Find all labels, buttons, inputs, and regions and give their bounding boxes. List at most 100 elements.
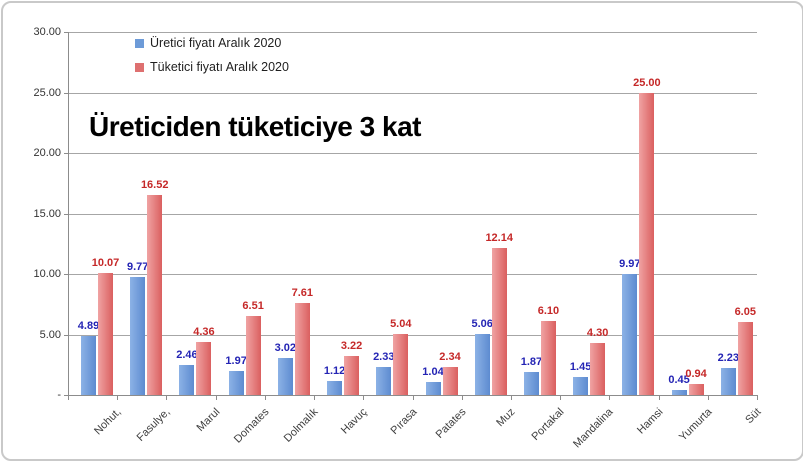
x-axis-tick: [707, 395, 709, 400]
bar-üretici-nohut: [81, 335, 96, 395]
x-axis-tick: [412, 395, 414, 400]
gridline-5: [68, 334, 757, 336]
chart-title: Üreticiden tüketiciye 3 kat: [89, 111, 421, 142]
x-axis-label-nohut: Nohut,: [92, 406, 124, 438]
y-axis-label-0: -: [57, 389, 61, 401]
bar-chart: Üreticiden tüketiciye 3 kat Üretici fiya…: [3, 3, 802, 459]
bar-tüketici-patates: [442, 366, 458, 395]
bar-üretici-domates: [228, 371, 244, 395]
x-axis-tick: [609, 395, 611, 400]
bar-value-label: 2.23: [717, 352, 739, 365]
bar-value-label: 6.05: [734, 305, 756, 318]
bar-value-label: 9.97: [619, 258, 641, 271]
bar-üretici-mandalina: [573, 377, 589, 395]
bar-tüketici-süt: [737, 321, 753, 395]
x-axis-tick: [461, 395, 463, 400]
y-axis-tick-20: [64, 153, 68, 154]
bar-value-label: 1.97: [225, 355, 247, 368]
bar-value-label: 1.12: [323, 365, 346, 378]
x-axis-tick: [560, 395, 562, 400]
bar-value-label: 5.04: [390, 318, 412, 331]
bar-value-label: 10.07: [91, 257, 120, 270]
bar-value-label: 4.30: [586, 326, 609, 339]
x-axis-tick: [166, 395, 168, 400]
bar-value-label: 2.34: [439, 350, 461, 363]
legend-label-consumer: Tüketici fiyatı Aralık 2020: [150, 60, 289, 74]
gridline-30: [68, 32, 757, 33]
y-axis-label-10: 10.00: [33, 268, 61, 280]
x-axis-tick: [117, 395, 119, 400]
bar-tüketici-nohut: [98, 273, 113, 395]
bar-tüketici-havuç: [344, 356, 360, 395]
bar-üretici-süt: [720, 368, 736, 395]
x-axis-tick: [363, 395, 365, 400]
x-axis-label-patates: Patates: [433, 406, 469, 441]
x-axis-label-marul: Marul: [194, 406, 223, 434]
bar-value-label: 1.45: [569, 361, 592, 374]
y-axis-tick-0: [64, 395, 68, 396]
bar-üretici-yumurta: [671, 389, 687, 395]
bar-value-label: 4.89: [77, 319, 100, 332]
y-axis-label-25: 25.00: [33, 86, 61, 99]
bar-tüketici-portakal: [540, 321, 556, 395]
x-axis-tick: [215, 395, 217, 400]
bar-value-label: 6.51: [242, 300, 264, 313]
x-axis-label-havuç: Havuç: [339, 406, 370, 437]
bar-value-label: 0.94: [685, 367, 707, 380]
bar-tüketici-mandalina: [590, 342, 606, 395]
y-axis-tick-15: [64, 213, 68, 215]
bar-üretici-marul: [179, 365, 195, 395]
bar-value-label: 16.52: [140, 179, 169, 192]
x-axis-label-muz: Muz: [494, 406, 518, 430]
y-axis-tick-5: [64, 334, 68, 336]
y-axis-label-20: 20.00: [33, 147, 61, 159]
x-axis-tick: [658, 395, 660, 400]
bar-value-label: 12.14: [485, 232, 513, 245]
gridline-20: [68, 153, 757, 154]
y-axis-tick-30: [64, 32, 68, 33]
x-axis-tick: [314, 395, 316, 400]
bar-value-label: 1.87: [520, 356, 543, 369]
x-axis-tick: [264, 395, 266, 400]
x-axis-label-mandalina: Mandalina: [571, 406, 616, 451]
bar-value-label: 0.45: [668, 373, 690, 386]
gridline-25: [68, 92, 757, 94]
legend: Üretici fiyatı Aralık 2020 Tüketici fiya…: [135, 34, 289, 82]
legend-swatch-consumer: [135, 62, 144, 72]
x-axis-label-portakal: Portakal: [529, 406, 567, 444]
x-axis-label-fasulye: Fasulye,: [135, 406, 173, 444]
bar-üretici-dolmalık: [277, 358, 293, 395]
y-axis-tick-10: [64, 274, 68, 275]
bar-tüketici-domates: [245, 316, 261, 395]
gridline-15: [68, 213, 757, 215]
bar-tüketici-pırasa: [393, 334, 409, 395]
bar-value-label: 7.61: [291, 286, 314, 299]
bar-üretici-fasulye: [130, 276, 146, 395]
x-axis-label-dolmalık: Dolmalık: [281, 406, 321, 445]
x-axis-tick: [510, 395, 512, 400]
bar-tüketici-dolmalık: [294, 302, 310, 395]
bar-tüketici-muz: [491, 248, 507, 395]
bar-value-label: 2.46: [176, 349, 198, 362]
x-axis-tick: [757, 395, 758, 400]
bar-tüketici-hamsi: [639, 92, 655, 395]
bar-value-label: 9.77: [126, 260, 149, 273]
x-axis-label-pırasa: Pırasa: [388, 406, 419, 437]
x-axis-label-domates: Domates: [231, 406, 272, 446]
bar-tüketici-yumurta: [688, 383, 704, 395]
x-axis-label-yumurta: Yumurta: [676, 406, 715, 444]
bar-value-label: 2.33: [373, 350, 395, 363]
gridline-10: [68, 274, 757, 275]
bar-value-label: 6.10: [537, 305, 560, 318]
bar-value-label: 25.00: [633, 76, 661, 89]
legend-swatch-producer: [135, 38, 144, 48]
y-axis-label-30: 30.00: [33, 26, 61, 38]
bar-value-label: 3.22: [340, 340, 363, 353]
bar-value-label: 3.02: [274, 342, 297, 355]
bar-üretici-patates: [425, 382, 441, 395]
y-axis-label-5: 5.00: [39, 328, 61, 341]
y-axis-tick-25: [64, 92, 68, 94]
x-axis-tick: [68, 395, 69, 400]
bar-üretici-muz: [474, 333, 490, 395]
